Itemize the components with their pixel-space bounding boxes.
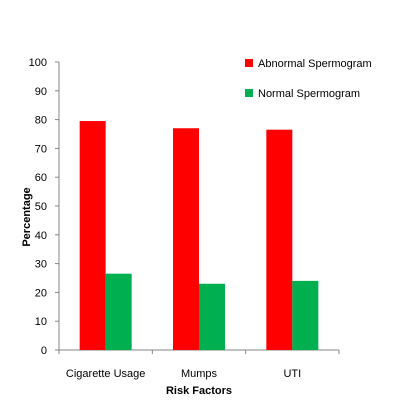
legend-swatch: [245, 59, 253, 67]
y-tick-label: 80: [35, 115, 47, 127]
x-axis-title: Risk Factors: [166, 385, 232, 397]
y-tick-label: 0: [41, 345, 47, 357]
legend: Abnormal Spermogram Normal Spermogram: [245, 58, 372, 100]
y-tick-label: 20: [35, 287, 47, 299]
y-tick-label: 60: [35, 172, 47, 184]
y-tick-label: 10: [35, 316, 47, 328]
legend-label: Normal Spermogram: [258, 88, 360, 100]
y-axis: 0 10 20 30 40 50 60 70 80 90 100: [29, 57, 60, 357]
bar-normal-2: [292, 280, 319, 350]
y-tick-label: 100: [29, 57, 47, 69]
x-category-label: Cigarette Usage: [66, 368, 146, 380]
x-category-label: UTI: [283, 368, 301, 380]
x-axis: Cigarette Usage Mumps UTI: [58, 349, 340, 380]
y-tick-label: 90: [35, 86, 47, 98]
bar-normal-1: [199, 283, 225, 350]
y-tick-label: 30: [35, 259, 47, 271]
bar-normal-0: [105, 273, 132, 350]
bar-abnormal-1: [173, 128, 199, 350]
bars: [79, 121, 319, 350]
legend-label: Abnormal Spermogram: [258, 58, 372, 70]
bar-abnormal-0: [79, 121, 106, 350]
bar-abnormal-2: [266, 129, 293, 350]
legend-swatch: [245, 89, 253, 97]
x-category-label: Mumps: [181, 368, 218, 380]
y-axis-title: Percentage: [21, 187, 33, 246]
y-tick-label: 40: [35, 230, 47, 242]
y-tick-label: 70: [35, 143, 47, 155]
y-tick-label: 50: [35, 201, 47, 213]
